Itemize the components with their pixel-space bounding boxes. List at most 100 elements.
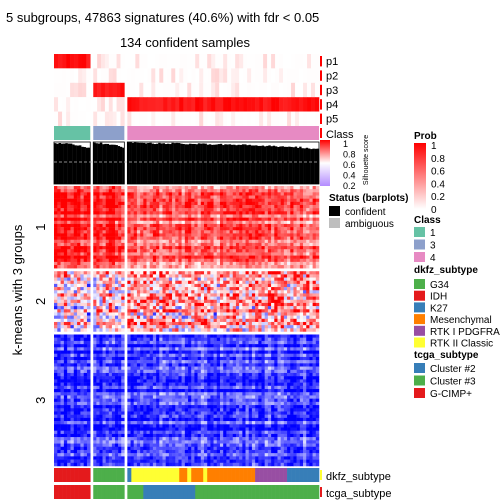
heatmap-cell xyxy=(60,446,65,451)
heatmap-cell xyxy=(70,456,75,460)
heatmap-cell xyxy=(108,462,113,467)
heatmap-cell xyxy=(121,446,125,451)
heatmap-cell xyxy=(168,214,173,218)
heatmap-cell xyxy=(118,195,122,199)
heatmap-cell xyxy=(172,321,176,326)
prob-cell xyxy=(235,68,240,83)
heatmap-cell xyxy=(80,376,84,380)
heatmap-cell xyxy=(306,299,310,304)
heatmap-cell xyxy=(121,233,125,237)
heatmap-cell xyxy=(287,315,291,320)
heatmap-cell xyxy=(73,344,78,348)
heatmap-cell xyxy=(184,233,189,237)
heatmap-cell xyxy=(57,334,61,338)
heatmap-cell xyxy=(261,214,265,218)
heatmap-cell xyxy=(118,382,122,387)
heatmap-cell xyxy=(73,372,78,377)
heatmap-cell xyxy=(242,233,246,237)
heatmap-cell xyxy=(80,414,84,419)
heatmap-cell xyxy=(296,201,301,206)
heatmap-cell xyxy=(77,401,81,406)
heatmap-cell xyxy=(162,321,166,326)
heatmap-cell xyxy=(152,328,157,332)
heatmap-cell xyxy=(290,309,294,313)
heatmap-cell xyxy=(309,204,313,209)
heatmap-cell xyxy=(159,334,163,338)
silhouette-bar xyxy=(257,145,260,184)
heatmap-cell xyxy=(303,271,307,275)
heatmap-cell xyxy=(312,208,317,212)
heatmap-cell xyxy=(73,395,78,399)
heatmap-cell xyxy=(239,274,243,278)
heatmap-cell xyxy=(80,395,84,399)
heatmap-cell xyxy=(83,230,88,234)
heatmap-cell xyxy=(136,334,141,338)
heatmap-cell xyxy=(115,211,119,215)
heatmap-cell xyxy=(60,315,65,320)
heatmap-cell xyxy=(127,249,131,253)
heatmap-cell xyxy=(96,287,100,291)
heatmap-cell xyxy=(99,372,103,377)
heatmap-cell xyxy=(70,280,75,285)
heatmap-cell xyxy=(271,236,275,240)
heatmap-cell xyxy=(54,424,58,428)
heatmap-cell xyxy=(54,252,58,256)
heatmap-cell xyxy=(60,427,65,431)
heatmap-cell xyxy=(83,344,88,348)
heatmap-cell xyxy=(274,214,278,218)
heatmap-cell xyxy=(219,293,224,297)
heatmap-cell xyxy=(309,186,313,190)
heatmap-cell xyxy=(290,258,294,263)
prob-cell xyxy=(251,111,256,126)
heatmap-cell xyxy=(213,223,218,228)
heatmap-cell xyxy=(204,214,208,218)
heatmap-cell xyxy=(83,401,88,406)
prob-cell xyxy=(171,97,176,112)
heatmap-cell xyxy=(136,186,141,190)
prob-cell xyxy=(167,82,172,98)
heatmap-cell xyxy=(293,265,297,269)
heatmap-cell xyxy=(181,318,186,323)
heatmap-cell xyxy=(293,306,297,310)
heatmap-cell xyxy=(287,277,291,281)
heatmap-cell xyxy=(115,344,119,348)
heatmap-cell xyxy=(140,204,144,209)
heatmap-cell xyxy=(108,290,113,294)
heatmap-cell xyxy=(105,344,110,348)
heatmap-cell xyxy=(57,328,61,332)
heatmap-cell xyxy=(86,430,91,435)
heatmap-cell xyxy=(83,414,88,419)
heatmap-cell xyxy=(115,208,119,212)
heatmap-cell xyxy=(242,328,246,332)
heatmap-cell xyxy=(204,189,208,193)
heatmap-cell xyxy=(143,283,147,288)
heatmap-cell xyxy=(93,242,97,247)
heatmap-cell xyxy=(184,227,189,231)
heatmap-cell xyxy=(80,459,84,464)
heatmap-cell xyxy=(315,195,320,199)
heatmap-cell xyxy=(277,287,281,291)
heatmap-cell xyxy=(159,201,163,206)
heatmap-cell xyxy=(178,321,182,326)
heatmap-cell xyxy=(271,280,275,285)
silhouette-bar xyxy=(292,147,295,184)
heatmap-cell xyxy=(115,437,119,441)
heatmap-cell xyxy=(149,186,154,190)
heatmap-cell xyxy=(232,312,237,316)
heatmap-cell xyxy=(277,195,281,199)
heatmap-cell xyxy=(149,321,154,326)
heatmap-cell xyxy=(261,230,265,234)
heatmap-cell xyxy=(248,246,253,250)
heatmap-cell xyxy=(213,208,218,212)
heatmap-cell xyxy=(197,204,202,209)
heatmap-cell xyxy=(96,230,100,234)
heatmap-cell xyxy=(96,198,100,203)
heatmap-cell xyxy=(111,427,116,431)
heatmap-cell xyxy=(226,280,230,285)
silhouette-bar xyxy=(119,146,123,184)
prob-cell xyxy=(70,68,75,83)
heatmap-cell xyxy=(127,239,131,244)
heatmap-cell xyxy=(162,296,166,301)
heatmap-cell xyxy=(188,290,192,294)
heatmap-cell xyxy=(248,204,253,209)
